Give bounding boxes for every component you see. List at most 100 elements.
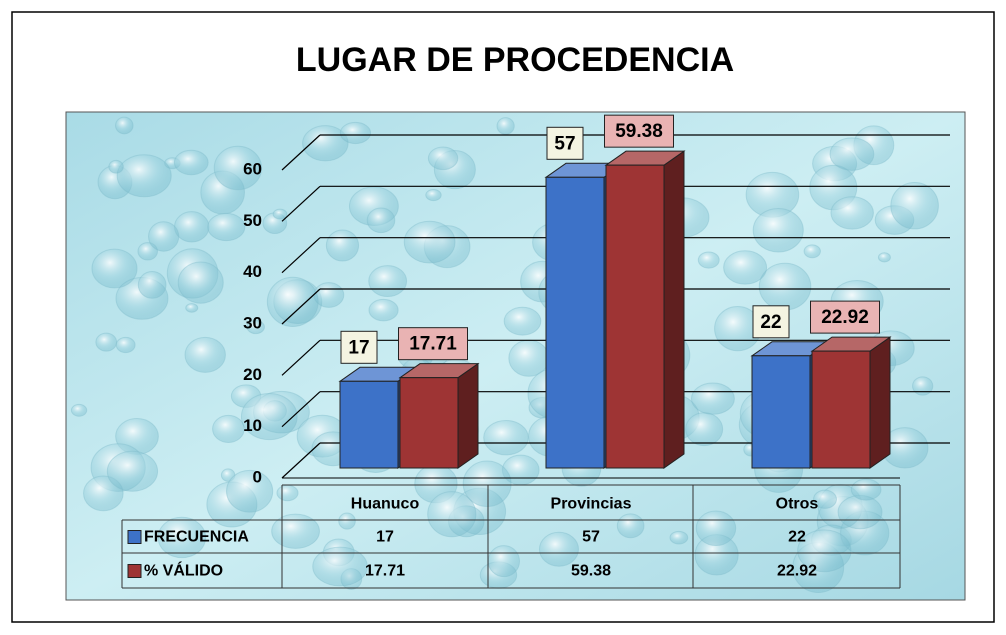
y-tick-label: 40 [243,262,262,281]
table-cell: 22.92 [777,563,817,580]
droplet [157,516,207,559]
droplet [752,207,804,253]
value-label: 22.92 [821,307,869,328]
bar-side [869,336,891,469]
droplet [912,376,934,396]
droplet [115,116,134,135]
bar-side [457,362,479,469]
value-label: 22 [760,312,781,333]
table-cell: 17 [376,529,394,546]
droplet [813,489,837,509]
droplet [797,529,852,573]
droplet [877,252,891,263]
droplet [462,460,512,508]
droplet [368,265,408,298]
droplet [177,261,224,304]
grid-line [281,134,321,171]
bar-side [663,150,685,469]
droplet [403,220,456,264]
droplet [366,207,396,234]
droplet [837,495,883,530]
droplet [425,188,442,202]
value-label-box [604,114,674,148]
table-cell: 17.71 [365,563,405,580]
bar [811,350,871,469]
droplet [212,414,245,443]
droplet [226,469,274,513]
y-tick-label: 20 [243,365,262,384]
droplet [272,208,288,220]
grid-line [281,185,321,222]
y-tick-label: 60 [243,159,262,178]
droplet [184,336,226,373]
droplet [850,478,882,501]
droplet [137,271,167,299]
value-label: 17.71 [409,334,457,355]
droplet [207,212,246,242]
grid-line [281,442,321,479]
value-label-box [752,305,790,339]
droplet [325,229,360,262]
x-tick-label: Huanuco [351,496,420,513]
droplet [339,121,372,145]
droplet [116,154,172,198]
droplet [427,491,477,538]
droplet [368,298,399,322]
grid-line [281,339,321,376]
grid-line [281,391,321,428]
legend-key [127,564,142,578]
table-cell: 22 [788,529,806,546]
droplet [695,510,737,547]
droplet [148,221,180,252]
bar [545,176,605,469]
droplet [312,546,368,587]
droplet [240,393,298,441]
value-label-box [546,126,584,160]
droplet [723,250,768,285]
bar [399,377,459,469]
table-cell: 57 [582,529,600,546]
droplet [685,412,724,447]
legend-label: FRECUENCIA [144,529,249,546]
droplet [483,419,529,456]
value-label-box [398,327,468,361]
droplet [174,211,210,243]
droplet [829,137,875,171]
droplet [758,262,812,311]
droplet [271,513,320,549]
droplet [669,530,689,545]
droplet [95,332,118,352]
value-label: 17 [348,337,369,358]
value-label-box [810,300,880,334]
droplet [108,159,124,174]
droplet [538,531,579,567]
droplet [487,545,521,578]
bar [339,380,399,469]
chart-title: LUGAR DE PROCEDENCIA [296,41,734,79]
droplet [91,248,138,289]
droplet [213,145,263,191]
droplet [185,303,199,313]
droplet [70,403,88,417]
bar [751,355,811,469]
droplet [496,117,515,135]
x-tick-label: Otros [776,496,819,513]
grid-line [281,237,321,274]
droplet [106,450,159,492]
bar [605,164,665,469]
value-label: 57 [554,133,575,154]
droplet [830,196,874,230]
value-label-box [340,330,378,364]
x-tick-label: Provincias [551,496,632,513]
grid-line [281,288,321,325]
legend-key [127,530,142,544]
legend-label: % VÁLIDO [144,561,223,580]
y-tick-label: 0 [253,467,262,486]
droplet [266,276,319,327]
y-tick-label: 30 [243,313,262,332]
droplet [690,382,735,415]
table-cell: 59.38 [571,563,611,580]
droplet [427,146,459,171]
y-tick-label: 10 [243,416,262,435]
